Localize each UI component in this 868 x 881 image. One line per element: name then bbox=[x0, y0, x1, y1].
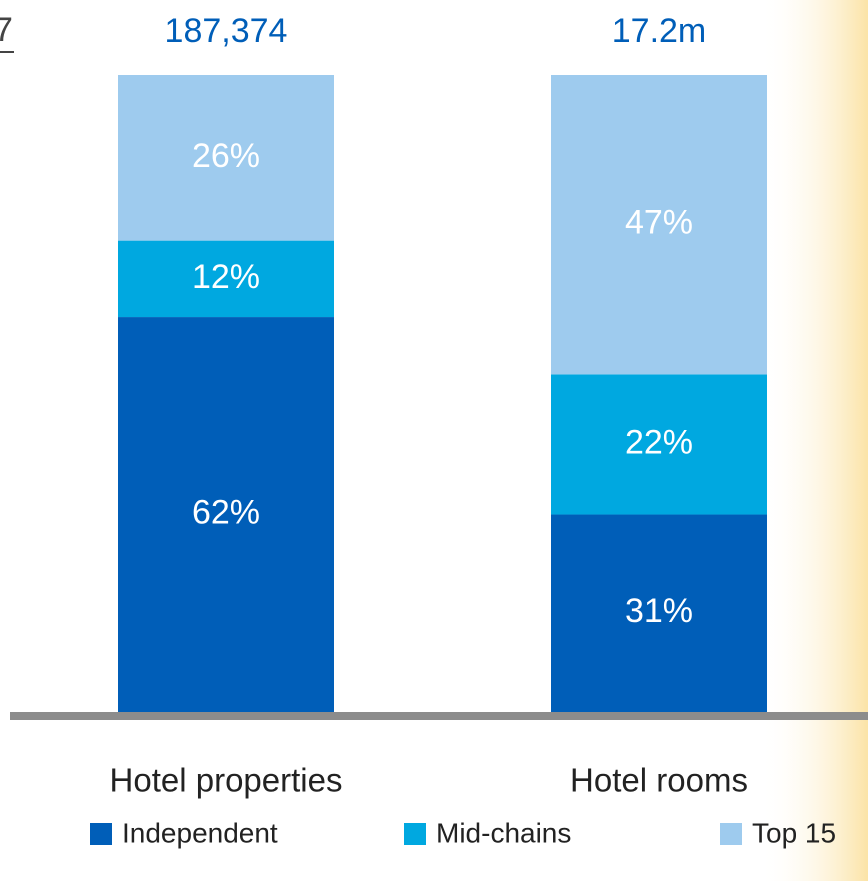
data-label: 26% bbox=[192, 137, 260, 175]
bar-segment bbox=[551, 374, 767, 515]
x-tick-label: Hotel properties bbox=[110, 762, 343, 799]
data-label: 47% bbox=[625, 204, 693, 242]
data-label: 31% bbox=[625, 592, 693, 630]
legend-swatch bbox=[404, 823, 426, 845]
data-label: 62% bbox=[192, 494, 260, 532]
legend-label: Top 15 bbox=[752, 817, 836, 848]
legend-label: Independent bbox=[122, 817, 278, 848]
bar-segment bbox=[551, 75, 767, 375]
background-glow bbox=[760, 0, 868, 881]
bar-segment bbox=[118, 75, 334, 241]
data-label: 22% bbox=[625, 423, 693, 461]
total-label: 187,374 bbox=[165, 12, 288, 50]
data-label: 12% bbox=[192, 258, 260, 296]
x-tick-label: Hotel rooms bbox=[570, 762, 748, 799]
legend-swatch bbox=[90, 823, 112, 845]
legend-label: Mid-chains bbox=[436, 817, 571, 848]
baseline bbox=[10, 712, 868, 720]
bar-segment bbox=[118, 240, 334, 318]
legend-swatch bbox=[720, 823, 742, 845]
bar-segment bbox=[118, 317, 334, 712]
total-label: 17.2m bbox=[612, 12, 707, 50]
annotation: 7 bbox=[0, 11, 13, 49]
bar-segment bbox=[551, 514, 767, 712]
